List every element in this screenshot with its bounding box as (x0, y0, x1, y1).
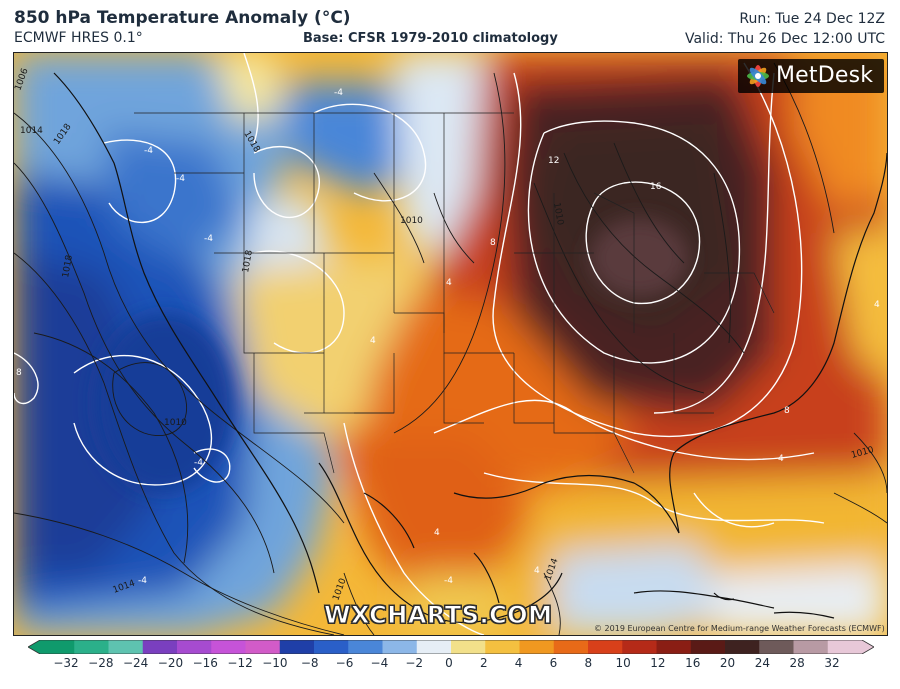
color-scale-segment (348, 640, 383, 654)
anomaly-label: 8 (16, 368, 22, 378)
color-scale-tick-label: 12 (650, 656, 666, 670)
anomaly-label: 4 (778, 454, 784, 464)
color-scale-segment (74, 640, 109, 654)
map-canvas: 1006 1014 1018 1018 1018 1010 1010 1014 … (14, 53, 887, 635)
color-scale-max-arrow (862, 640, 874, 654)
isobar-label: 1018 (61, 254, 75, 279)
color-scale-segment (451, 640, 486, 654)
color-scale-segment (382, 640, 418, 654)
ecmwf-copyright: © 2019 European Centre for Medium-range … (594, 624, 885, 633)
color-scale-tick-label: −10 (262, 656, 288, 670)
color-scale-tick-label: −32 (53, 656, 79, 670)
anomaly-label: 12 (548, 156, 559, 166)
color-scale-segment (553, 640, 589, 654)
color-scale-segment (142, 640, 178, 654)
chart-header: 850 hPa Temperature Anomaly (°C) ECMWF H… (0, 0, 900, 50)
state-borders (134, 112, 775, 474)
color-scale-segment (588, 640, 623, 654)
color-scale-segment (314, 640, 349, 654)
color-scale-segment (622, 640, 657, 654)
color-scale-tick-label: −12 (227, 656, 253, 670)
anomaly-label: -4 (444, 576, 453, 586)
color-scale-segment (211, 640, 246, 654)
color-scale-tick-label: 4 (514, 656, 523, 670)
anomaly-label: 4 (434, 528, 440, 538)
color-scale-segment (725, 640, 760, 654)
color-scale-segment (245, 640, 281, 654)
anomaly-label: -4 (176, 174, 185, 184)
color-scale-tick-label: 10 (615, 656, 631, 670)
model-label: ECMWF HRES 0.1° (14, 30, 143, 46)
color-scale-tick-label: 32 (824, 656, 840, 670)
anomaly-label: 8 (490, 238, 496, 248)
color-scale-tick-label: 8 (584, 656, 593, 670)
color-scale-labels: −32 −28 −24 −20 −16 −12 −10 −8 −6 −4 −2 0 2 4 6 8 10 12 16… (0, 656, 900, 676)
anomaly-label: -4 (334, 88, 343, 98)
color-scale-tick-label: −24 (122, 656, 149, 670)
valid-time-label: Valid: Thu 26 Dec 12:00 UTC (684, 31, 885, 47)
anomaly-label: 4 (370, 336, 376, 346)
wxcharts-watermark: WXCHARTS.COM (323, 601, 553, 630)
color-scale-tick-label: −8 (300, 656, 319, 670)
run-time-label: Run: Tue 24 Dec 12Z (739, 11, 885, 27)
color-scale-tick-label: 6 (549, 656, 558, 670)
color-scale-segment (40, 640, 75, 654)
metdesk-logo-text: MetDesk (776, 63, 874, 88)
color-scale-segment (177, 640, 212, 654)
anomaly-map[interactable]: 1006 1014 1018 1018 1018 1010 1010 1014 … (13, 52, 888, 636)
anomaly-label: -4 (204, 234, 213, 244)
color-scale-segment (519, 640, 555, 654)
color-scale-tick-label: 28 (789, 656, 805, 670)
chart-title: 850 hPa Temperature Anomaly (°C) (14, 8, 351, 28)
isobar-label: 1010 (400, 216, 423, 226)
climatology-base-label: Base: CFSR 1979-2010 climatology (303, 31, 558, 46)
isobar-label: 1018 (241, 249, 255, 274)
color-scale-segment (279, 640, 315, 654)
anomaly-label: 4 (534, 566, 540, 576)
anomaly-label: -4 (138, 576, 147, 586)
color-scale-segment (690, 640, 726, 654)
anomaly-label: 4 (446, 278, 452, 288)
color-scale-tick-label: 24 (754, 656, 770, 670)
isobar-contours (14, 62, 887, 635)
anomaly-label: 16 (650, 182, 662, 192)
color-scale-tick-label: −6 (335, 656, 354, 670)
color-scale-min-arrow (28, 640, 40, 654)
anomaly-contours (14, 53, 825, 635)
anomaly-label: -4 (194, 458, 203, 468)
color-scale-tick-label: −4 (370, 656, 389, 670)
metdesk-logo: MetDesk (738, 59, 884, 93)
isobar-label: 1014 (20, 126, 43, 136)
coastlines (53, 72, 887, 623)
color-scale-segment (759, 640, 794, 654)
color-scale-segment (827, 640, 863, 654)
isobar-label: 1010 (551, 202, 565, 227)
color-scale-tick-label: 16 (685, 656, 701, 670)
anomaly-labels: -4 -4 -4 -4 -4 -4 -4 8 12 16 8 4 4 4 4 4… (16, 88, 880, 586)
color-scale-tick-label: −20 (157, 656, 184, 670)
anomaly-label: 4 (874, 300, 880, 310)
anomaly-label: 8 (784, 406, 790, 416)
anomaly-label: -4 (144, 146, 153, 156)
color-scale-tick-label: −28 (88, 656, 114, 670)
color-scale-segment (416, 640, 452, 654)
isobar-label: 1010 (164, 418, 187, 428)
color-scale-segment (485, 640, 520, 654)
color-scale-tick-label: 20 (719, 656, 736, 670)
color-scale-tick-label: 0 (445, 656, 453, 670)
color-scale-tick-label: −16 (192, 656, 218, 670)
color-scale-bar (28, 640, 874, 654)
metdesk-logo-icon (747, 65, 769, 87)
color-scale-segment (108, 640, 144, 654)
color-scale-tick-label: 2 (479, 656, 488, 670)
color-scale-tick-label: −2 (405, 656, 424, 670)
color-scale-segment (656, 640, 692, 654)
color-scale-segment (793, 640, 829, 654)
